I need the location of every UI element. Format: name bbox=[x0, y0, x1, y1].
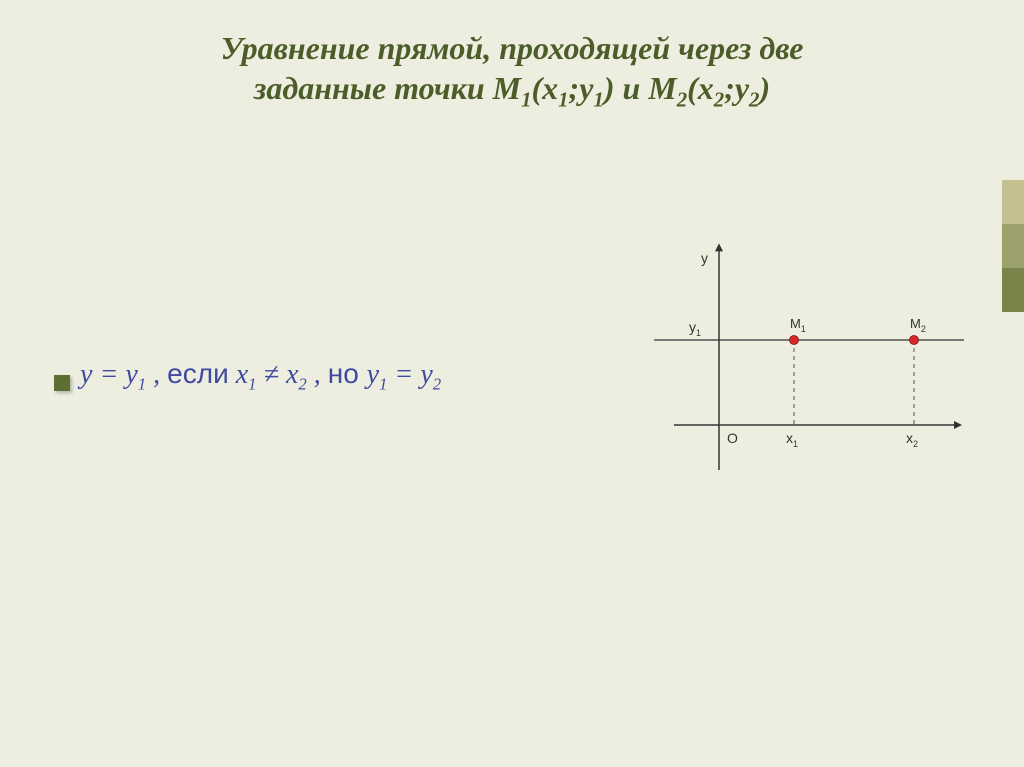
formula-comma2: , bbox=[307, 359, 328, 390]
svg-text:M2: M2 bbox=[910, 316, 926, 334]
title-m1-ysub: 1 bbox=[593, 88, 603, 111]
title-m1-sub: 1 bbox=[521, 88, 531, 111]
svg-text:x2: x2 bbox=[906, 430, 918, 449]
formula-gap bbox=[229, 359, 236, 390]
formula: y = y1 , если x1 ≠ x2 , но y1 = y2 bbox=[80, 358, 441, 395]
title-line2: заданные точки M1(x1;y1) и M2(x2;y2) bbox=[60, 68, 964, 113]
svg-text:y1: y1 bbox=[689, 319, 701, 338]
formula-y1b: y bbox=[367, 359, 379, 390]
formula-x2: x bbox=[286, 359, 298, 390]
formula-y1-sub: 1 bbox=[138, 375, 146, 394]
formula-x2-sub: 2 bbox=[298, 375, 306, 394]
svg-text:y: y bbox=[701, 250, 708, 266]
title-m1-xsub: 1 bbox=[558, 88, 568, 111]
side-decoration bbox=[1002, 180, 1024, 312]
title-m2-xsub: 2 bbox=[714, 88, 724, 111]
title-m1-args: (x bbox=[531, 70, 558, 106]
title-m1: M bbox=[493, 70, 521, 106]
formula-if: если bbox=[167, 358, 229, 389]
title-m1-close: ) bbox=[604, 70, 615, 106]
formula-y1: y bbox=[125, 359, 137, 390]
title-line2-prefix: заданные точки bbox=[254, 70, 493, 106]
formula-neq: ≠ bbox=[257, 359, 286, 390]
slide-title: Уравнение прямой, проходящей через две з… bbox=[0, 28, 1024, 113]
formula-y: y bbox=[80, 359, 92, 390]
svg-text:M1: M1 bbox=[790, 316, 806, 334]
formula-comma: , bbox=[146, 359, 167, 390]
title-m1-mid: ;y bbox=[569, 70, 594, 106]
title-m2-args: (x bbox=[687, 70, 714, 106]
formula-y2-sub: 2 bbox=[433, 375, 441, 394]
title-m2-ysub: 2 bbox=[749, 88, 759, 111]
formula-y2: y bbox=[420, 359, 432, 390]
formula-x1-sub: 1 bbox=[248, 375, 256, 394]
coordinate-diagram: M1 M2 y Oy1 x1 x2 bbox=[654, 235, 964, 490]
formula-eq: = bbox=[92, 359, 125, 390]
title-m2-sub: 2 bbox=[677, 88, 687, 111]
slide: Уравнение прямой, проходящей через две з… bbox=[0, 0, 1024, 767]
title-line1: Уравнение прямой, проходящей через две bbox=[60, 28, 964, 68]
formula-x1: x bbox=[236, 359, 248, 390]
svg-text:O: O bbox=[727, 430, 738, 446]
title-m2: M bbox=[648, 70, 676, 106]
formula-eq2: = bbox=[387, 359, 420, 390]
svg-text:x1: x1 bbox=[786, 430, 798, 449]
title-m2-mid: ;y bbox=[724, 70, 749, 106]
title-m2-close: ) bbox=[759, 70, 770, 106]
formula-but: но bbox=[328, 358, 367, 389]
chart-svg: M1 M2 y Oy1 x1 x2 bbox=[654, 235, 964, 485]
title-and: и bbox=[614, 70, 648, 106]
bullet-icon bbox=[54, 375, 70, 391]
